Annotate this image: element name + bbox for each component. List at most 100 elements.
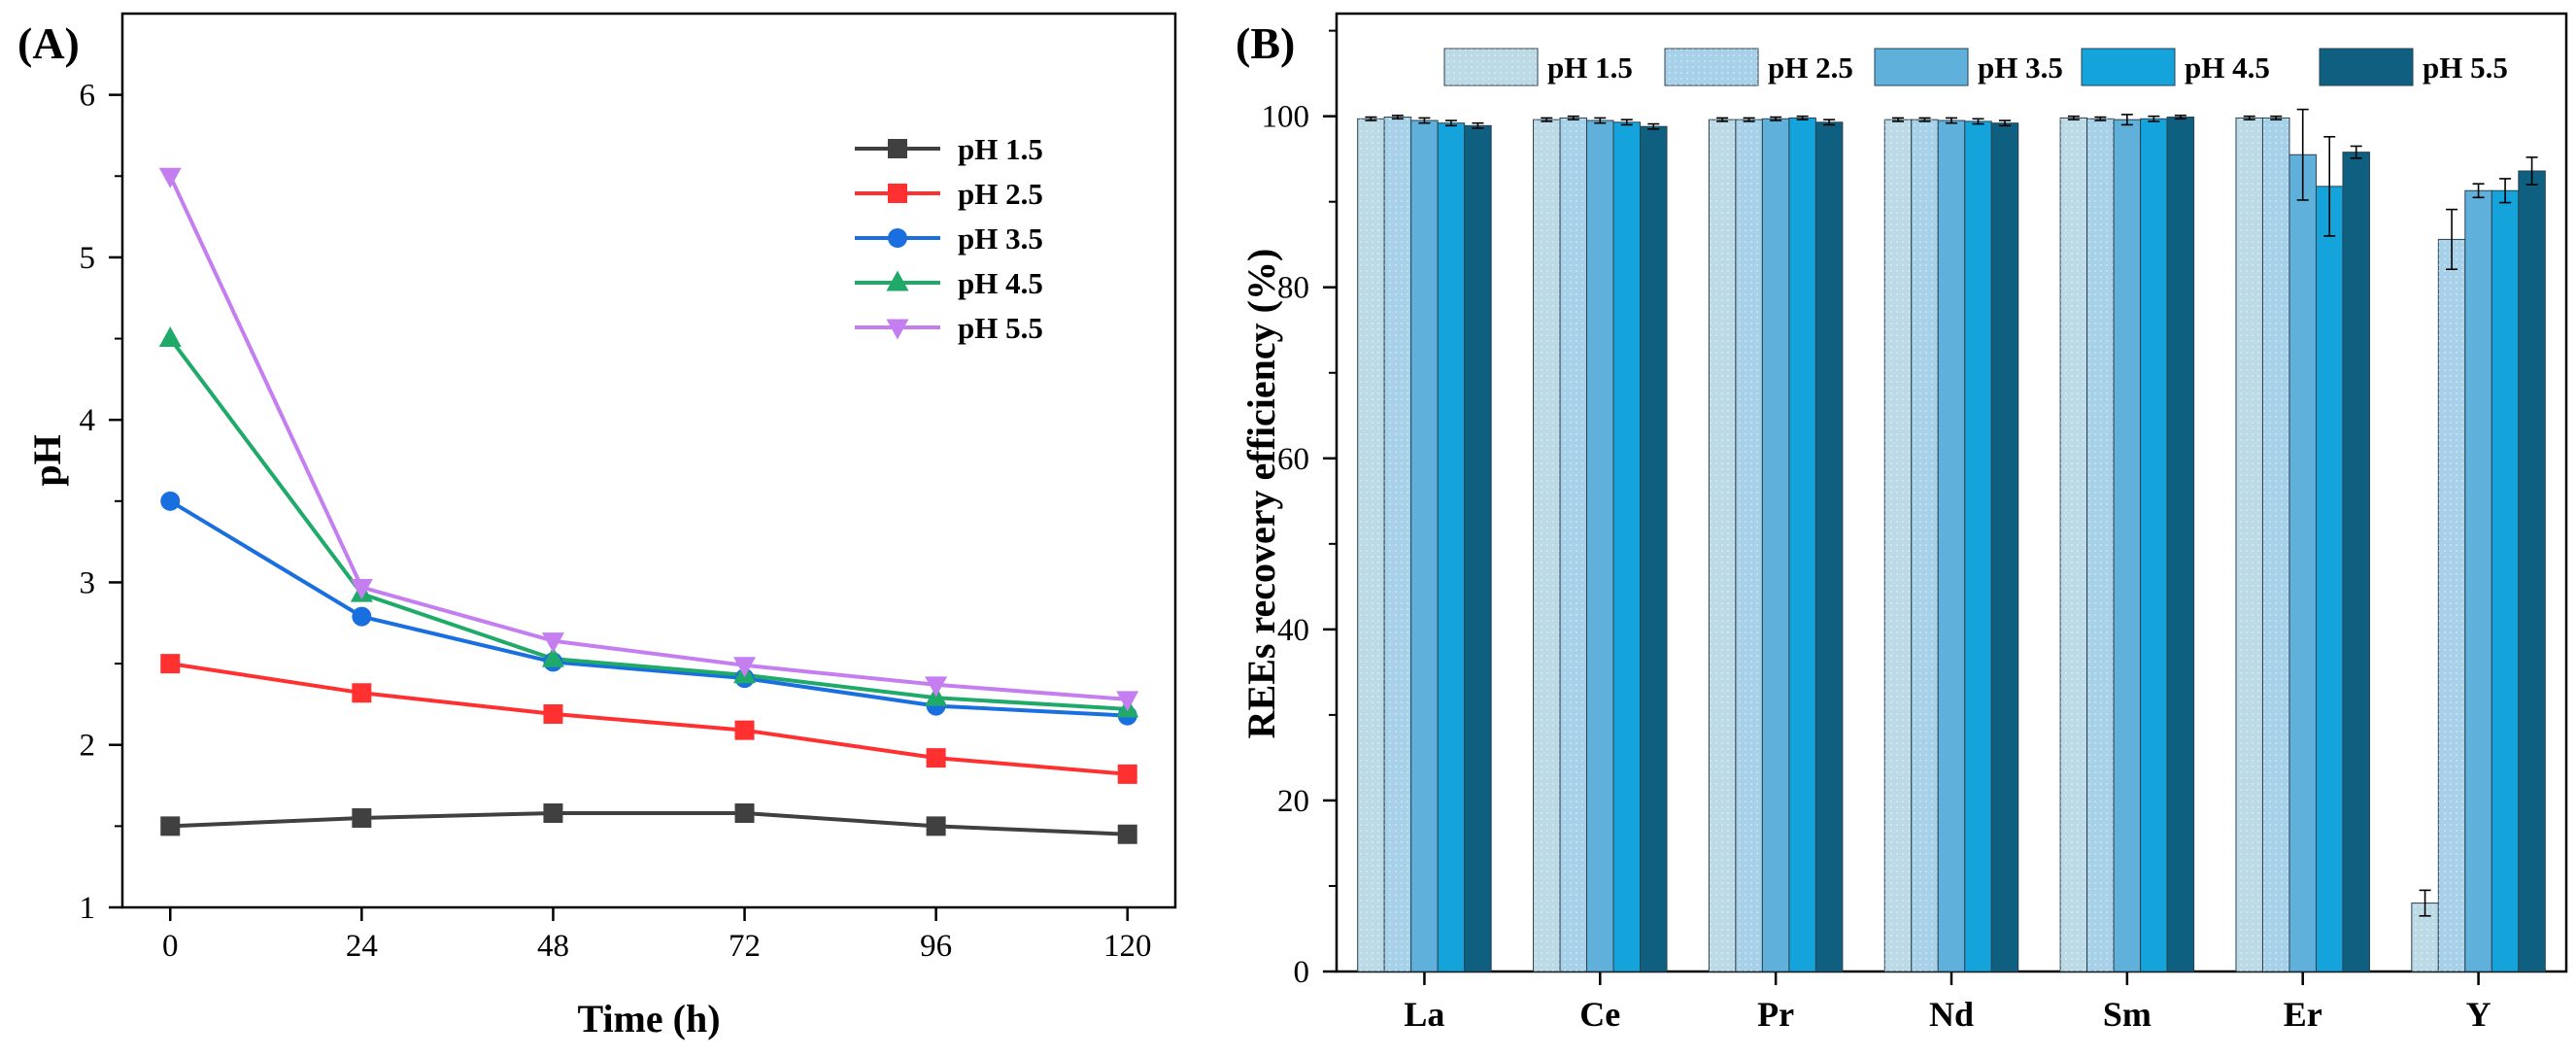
- category-label-La: La: [1404, 995, 1444, 1034]
- legend-label: pH 5.5: [2423, 51, 2508, 85]
- bar-Nd-pH-4.5: [1964, 120, 1992, 972]
- series-line-pH-2_5: [169, 662, 1128, 776]
- panel-b-legend: pH 1.5 pH 2.5 pH 3.5 pH 4.5 pH 5.5: [1443, 48, 2508, 86]
- bar-Pr-pH-5.5: [1814, 121, 1844, 972]
- category-label-Er: Er: [2284, 995, 2322, 1034]
- series-line-pH-3_5: [169, 499, 1128, 718]
- data-point-marker: [158, 167, 182, 188]
- bar-pattern-overlay: [1384, 117, 1411, 972]
- data-point-marker: [926, 748, 946, 768]
- panel-a-line-chart: (A) 0 24 48 72 96 120 1 2 3 4 5 6 pH 1.5 pH 2.5 pH 3.…: [17, 12, 1177, 1040]
- data-point-marker: [160, 491, 181, 511]
- legend-swatch-pattern: [1665, 49, 1758, 85]
- panel-a-series-lines: [168, 175, 1128, 836]
- data-point-marker: [926, 816, 946, 836]
- legend-label: pH 2.5: [1768, 51, 1853, 85]
- data-point-marker: [543, 802, 563, 823]
- bar-pattern-overlay: [2235, 118, 2263, 972]
- panel-a-x-tick-label: 120: [1103, 929, 1152, 964]
- data-point-marker: [925, 676, 948, 698]
- bar-pattern-overlay: [2060, 118, 2087, 972]
- data-point-marker: [1117, 764, 1137, 784]
- panel-a-y-axis-title: pH: [25, 434, 69, 486]
- bar-pattern-overlay: [1560, 118, 1587, 972]
- panel-a-legend: pH 1.5 pH 2.5 pH 3.5 pH 4.5 pH 5.5: [855, 132, 1043, 345]
- bar-Sm-pH-5.5: [2166, 117, 2195, 972]
- bar-Y-pH-3.5: [2464, 189, 2492, 972]
- bar-Sm-pH-3.5: [2113, 119, 2142, 972]
- legend-swatch-pattern: [1444, 49, 1538, 85]
- bar-Pr-pH-4.5: [1788, 117, 1816, 972]
- panel-b-y-tick-label: 40: [1277, 613, 1309, 648]
- panel-a-y-tick-label: 5: [80, 241, 96, 276]
- data-point-marker: [352, 683, 372, 703]
- bar-pattern-overlay: [2086, 119, 2115, 972]
- panel-a-axes: 0 24 48 72 96 120 1 2 3 4 5 6: [80, 79, 1152, 964]
- legend-marker: [886, 319, 909, 340]
- bar-Ce-pH-4.5: [1612, 121, 1642, 972]
- category-label-Ce: Ce: [1579, 995, 1620, 1034]
- bar-pattern-overlay: [1911, 119, 1939, 972]
- legend-label: pH 4.5: [2185, 51, 2270, 85]
- bar-pattern-overlay: [1357, 119, 1385, 972]
- data-point-marker: [160, 654, 181, 674]
- data-point-marker: [1117, 824, 1137, 844]
- bar-pattern-overlay: [1533, 119, 1561, 972]
- data-point-marker: [352, 808, 372, 828]
- legend-label: pH 1.5: [958, 132, 1043, 166]
- legend-label: pH 1.5: [1547, 51, 1633, 85]
- legend-label: pH 2.5: [958, 177, 1043, 211]
- panel-b-y-tick-label: 0: [1294, 955, 1310, 990]
- legend-marker: [886, 270, 909, 291]
- legend-marker: [888, 139, 907, 158]
- data-point-marker: [158, 326, 182, 348]
- bar-pattern-overlay: [2438, 239, 2465, 972]
- panel-b-y-tick-label: 60: [1277, 442, 1309, 477]
- panel-a-x-tick-label: 0: [162, 929, 179, 964]
- panel-a-x-axis-title: Time (h): [577, 997, 720, 1040]
- data-point-marker: [733, 657, 757, 678]
- bar-pattern-overlay: [1884, 119, 1912, 972]
- data-point-marker: [734, 720, 755, 740]
- panel-b-axes: 0 20 40 60 80 100 La Ce Pr Nd Sm Er Y: [1262, 29, 2491, 1034]
- panel-a-y-tick-label: 3: [80, 565, 96, 600]
- panel-b-y-tick-label: 100: [1262, 100, 1310, 135]
- data-point-marker: [1116, 691, 1139, 712]
- data-point-marker: [543, 703, 563, 724]
- bar-Er-pH-3.5: [2288, 153, 2317, 972]
- panel-a-x-tick-label: 96: [920, 929, 952, 964]
- bar-Er-pH-5.5: [2342, 152, 2370, 972]
- legend-swatch: [1874, 48, 1969, 86]
- series-line-pH-5_5: [168, 175, 1128, 701]
- category-label-Nd: Nd: [1929, 995, 1974, 1034]
- legend-label: pH 3.5: [1978, 51, 2063, 85]
- panel-b-y-axis-title: REEs recovery efficiency (%): [1239, 249, 1283, 739]
- legend-label: pH 3.5: [958, 222, 1043, 256]
- panel-b-y-tick-label: 80: [1277, 271, 1309, 306]
- panel-a-x-tick-label: 48: [537, 929, 569, 964]
- data-point-marker: [541, 632, 564, 654]
- bar-pattern-overlay: [1709, 119, 1736, 972]
- category-label-Y: Y: [2466, 995, 2491, 1034]
- category-label-Pr: Pr: [1757, 995, 1794, 1034]
- panel-b-bars: [1357, 117, 2546, 972]
- panel-a-y-tick-label: 2: [80, 729, 96, 764]
- category-label-Sm: Sm: [2103, 995, 2152, 1034]
- bar-Y-pH-5.5: [2518, 170, 2546, 972]
- legend-marker: [888, 184, 907, 203]
- panel-b-bar-chart: (B) 0 20 40 60 80 100 La Ce Pr Nd Sm Er Y pH 1.5 pH 2…: [1236, 12, 2568, 1034]
- data-point-marker: [352, 606, 372, 627]
- bar-Pr-pH-3.5: [1761, 118, 1790, 972]
- bar-Er-pH-4.5: [2315, 186, 2344, 972]
- bar-La-pH-4.5: [1437, 122, 1466, 972]
- panel-b-error-bars: [1365, 108, 2538, 917]
- legend-swatch: [2319, 48, 2414, 86]
- bar-Nd-pH-3.5: [1937, 119, 1966, 972]
- panel-a-label: (A): [17, 18, 80, 68]
- panel-a-y-tick-label: 4: [80, 403, 96, 438]
- series-line-pH-1_5: [170, 811, 1128, 836]
- panel-a-series-markers: [158, 167, 1139, 844]
- legend-label: pH 4.5: [958, 266, 1043, 300]
- bar-La-pH-3.5: [1410, 119, 1439, 972]
